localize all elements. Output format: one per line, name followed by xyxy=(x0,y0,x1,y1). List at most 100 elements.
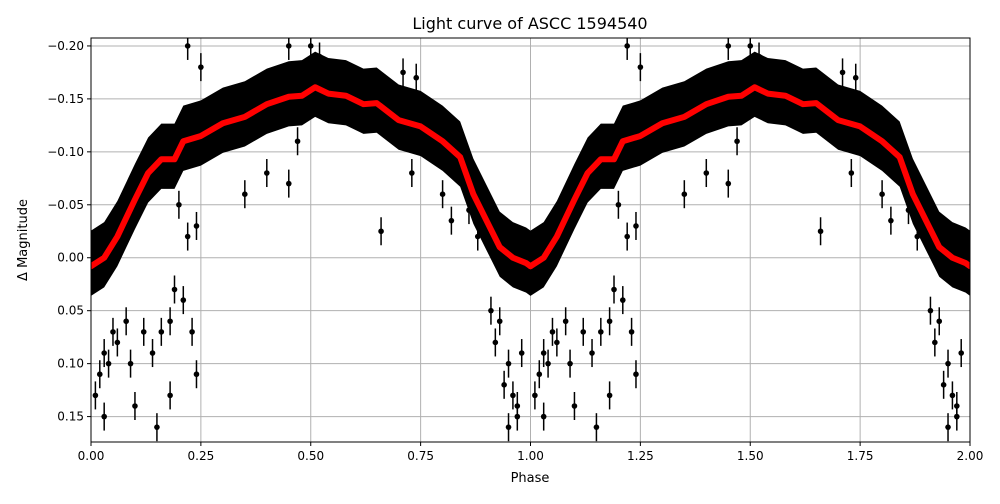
data-point xyxy=(127,360,134,367)
data-point xyxy=(927,307,934,314)
data-point xyxy=(848,170,855,176)
y-tick-label: 0.15 xyxy=(57,410,84,424)
data-point xyxy=(633,371,639,378)
x-tick-label: 2.00 xyxy=(957,449,984,463)
data-point xyxy=(114,339,121,346)
data-point xyxy=(734,138,740,145)
data-point xyxy=(316,53,323,60)
data-point xyxy=(633,223,639,229)
x-tick-label: 1.75 xyxy=(847,449,874,463)
data-point xyxy=(615,201,622,208)
data-point xyxy=(466,207,472,213)
data-point xyxy=(839,69,846,76)
data-point xyxy=(193,223,200,229)
data-point xyxy=(611,286,617,293)
data-point xyxy=(285,180,292,187)
data-point xyxy=(905,207,912,213)
y-tick-label: −0.05 xyxy=(47,198,84,212)
data-point xyxy=(888,217,894,224)
data-point xyxy=(413,74,420,81)
data-point xyxy=(852,74,859,81)
x-tick-label: 0.25 xyxy=(188,449,215,463)
data-point xyxy=(505,424,512,430)
data-point xyxy=(158,329,165,335)
chart-title: Light curve of ASCC 1594540 xyxy=(412,14,647,33)
model-curve xyxy=(91,84,534,270)
y-tick-label: 0.05 xyxy=(57,304,84,318)
data-point xyxy=(501,382,507,388)
data-point xyxy=(949,392,956,399)
data-point xyxy=(554,339,560,346)
data-point xyxy=(703,170,710,176)
data-point xyxy=(598,329,604,335)
data-point xyxy=(110,329,116,335)
model-curve xyxy=(527,84,970,270)
data-point xyxy=(725,43,732,49)
x-axis-label: Phase xyxy=(511,471,550,486)
data-point xyxy=(562,318,569,325)
x-tick-label: 1.00 xyxy=(517,449,544,463)
data-point xyxy=(725,180,732,187)
data-point xyxy=(132,403,138,409)
data-point xyxy=(92,392,99,399)
data-point xyxy=(400,69,406,76)
data-point xyxy=(518,350,525,356)
data-point xyxy=(637,64,644,70)
data-point xyxy=(756,53,762,60)
y-axis-label: Δ Magnitude xyxy=(16,199,31,281)
x-tick-label: 0.00 xyxy=(78,449,105,463)
measurement-band xyxy=(91,51,531,296)
data-point xyxy=(176,201,182,208)
data-point xyxy=(378,228,384,235)
data-point xyxy=(448,217,455,224)
data-point xyxy=(681,191,688,197)
data-point xyxy=(932,339,938,346)
data-point xyxy=(140,329,147,335)
data-point xyxy=(589,350,595,356)
data-point xyxy=(505,360,512,367)
data-point xyxy=(514,403,521,409)
data-point xyxy=(571,403,578,409)
data-point xyxy=(198,64,204,70)
data-point xyxy=(101,350,107,356)
data-point xyxy=(184,43,191,49)
data-point xyxy=(167,392,173,399)
data-point xyxy=(242,191,248,197)
y-tick-label: −0.20 xyxy=(47,39,84,53)
data-point xyxy=(536,371,543,378)
data-point xyxy=(307,43,314,49)
measurement-band xyxy=(530,51,970,296)
data-point xyxy=(294,138,301,145)
data-point xyxy=(105,360,112,367)
data-point xyxy=(958,350,965,356)
data-point xyxy=(747,43,754,49)
data-point xyxy=(474,233,481,240)
data-point xyxy=(945,424,951,430)
x-tick-label: 1.25 xyxy=(627,449,654,463)
data-point xyxy=(567,360,573,367)
data-point xyxy=(606,392,613,399)
data-point xyxy=(488,307,494,314)
data-point xyxy=(540,350,547,356)
y-tick-label: 0.00 xyxy=(57,251,84,265)
data-point xyxy=(914,233,921,240)
x-tick-label: 0.50 xyxy=(297,449,324,463)
data-point xyxy=(180,297,187,303)
data-point xyxy=(940,382,947,388)
data-point xyxy=(549,329,556,335)
x-tick-label: 0.75 xyxy=(407,449,434,463)
data-point xyxy=(619,297,626,303)
data-point xyxy=(624,233,630,240)
data-point xyxy=(96,371,103,378)
data-point xyxy=(593,424,600,430)
data-point xyxy=(167,318,173,325)
data-point xyxy=(492,339,499,346)
data-point xyxy=(171,286,178,293)
data-point xyxy=(154,424,160,430)
data-point xyxy=(510,392,516,399)
data-point xyxy=(628,329,635,335)
data-point xyxy=(817,228,824,235)
y-tick-label: −0.10 xyxy=(47,145,84,159)
data-point xyxy=(496,318,503,325)
